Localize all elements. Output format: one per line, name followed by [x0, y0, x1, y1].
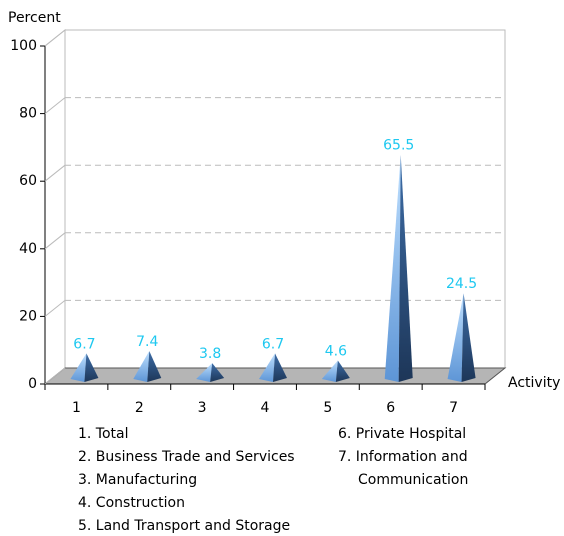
- x-tick-label: 4: [261, 400, 270, 416]
- value-label: 24.5: [446, 276, 477, 292]
- note: 4. Construction: [78, 495, 185, 511]
- value-label: 4.6: [325, 343, 347, 359]
- y-tick-label: 40: [19, 241, 37, 257]
- note: 3. Manufacturing: [78, 472, 198, 488]
- pyramid-left: [384, 154, 401, 382]
- y-tick-diag: [44, 29, 66, 47]
- y-tick-label: 0: [28, 376, 37, 392]
- x-tick-label: 5: [323, 400, 332, 416]
- chart: Percent Activity 0 20 40 60 80 100 1 6.7 2 7.4 3 3.…: [8, 10, 560, 416]
- y-axis-label: Percent: [8, 10, 61, 26]
- note: 5. Land Transport and Storage: [78, 518, 291, 534]
- pyramid-left: [259, 353, 275, 382]
- y-tick-diag: [44, 97, 66, 114]
- value-label: 6.7: [73, 336, 95, 352]
- note: 2. Business Trade and Services: [78, 449, 295, 465]
- x-tick-label: 7: [449, 400, 458, 416]
- x-axis-label: Activity: [508, 375, 560, 391]
- side-wall: [44, 28, 66, 386]
- y-tick-label: 60: [19, 173, 37, 189]
- y-tick-diag: [44, 300, 66, 317]
- pyramid-left: [447, 293, 464, 382]
- pyramid-right: [147, 350, 162, 382]
- value-label: 7.4: [136, 334, 158, 350]
- x-tick-label: 2: [135, 400, 144, 416]
- y-tick-diag: [44, 367, 66, 385]
- value-label: 6.7: [262, 336, 284, 352]
- x-tick-label: 1: [72, 400, 81, 416]
- pyramid-left: [133, 350, 150, 382]
- pyramid-right: [461, 293, 476, 382]
- pyramid-right: [398, 154, 413, 382]
- value-label: 3.8: [199, 346, 221, 362]
- note: 7. Information and Communication: [338, 449, 469, 488]
- pyramid-left: [70, 353, 87, 382]
- x-tick-label: 6: [386, 400, 395, 416]
- pyramid-right: [273, 353, 287, 382]
- note: 1. Total: [78, 426, 129, 442]
- pyramid-left: [321, 360, 338, 382]
- y-tick-diag: [44, 232, 66, 250]
- pyramid-left: [196, 363, 213, 382]
- note: 6. Private Hospital: [338, 426, 467, 442]
- value-label: 65.5: [383, 138, 414, 154]
- y-tick-label: 80: [19, 106, 37, 122]
- pyramid-right: [84, 353, 99, 382]
- x-tick-label: 3: [198, 400, 207, 416]
- y-tick-diag: [44, 164, 66, 182]
- back-wall: [64, 29, 506, 369]
- pyramid-right: [335, 360, 350, 382]
- y-tick-label: 20: [19, 308, 37, 324]
- pyramid-right: [210, 363, 225, 382]
- y-tick-label: 100: [10, 38, 37, 54]
